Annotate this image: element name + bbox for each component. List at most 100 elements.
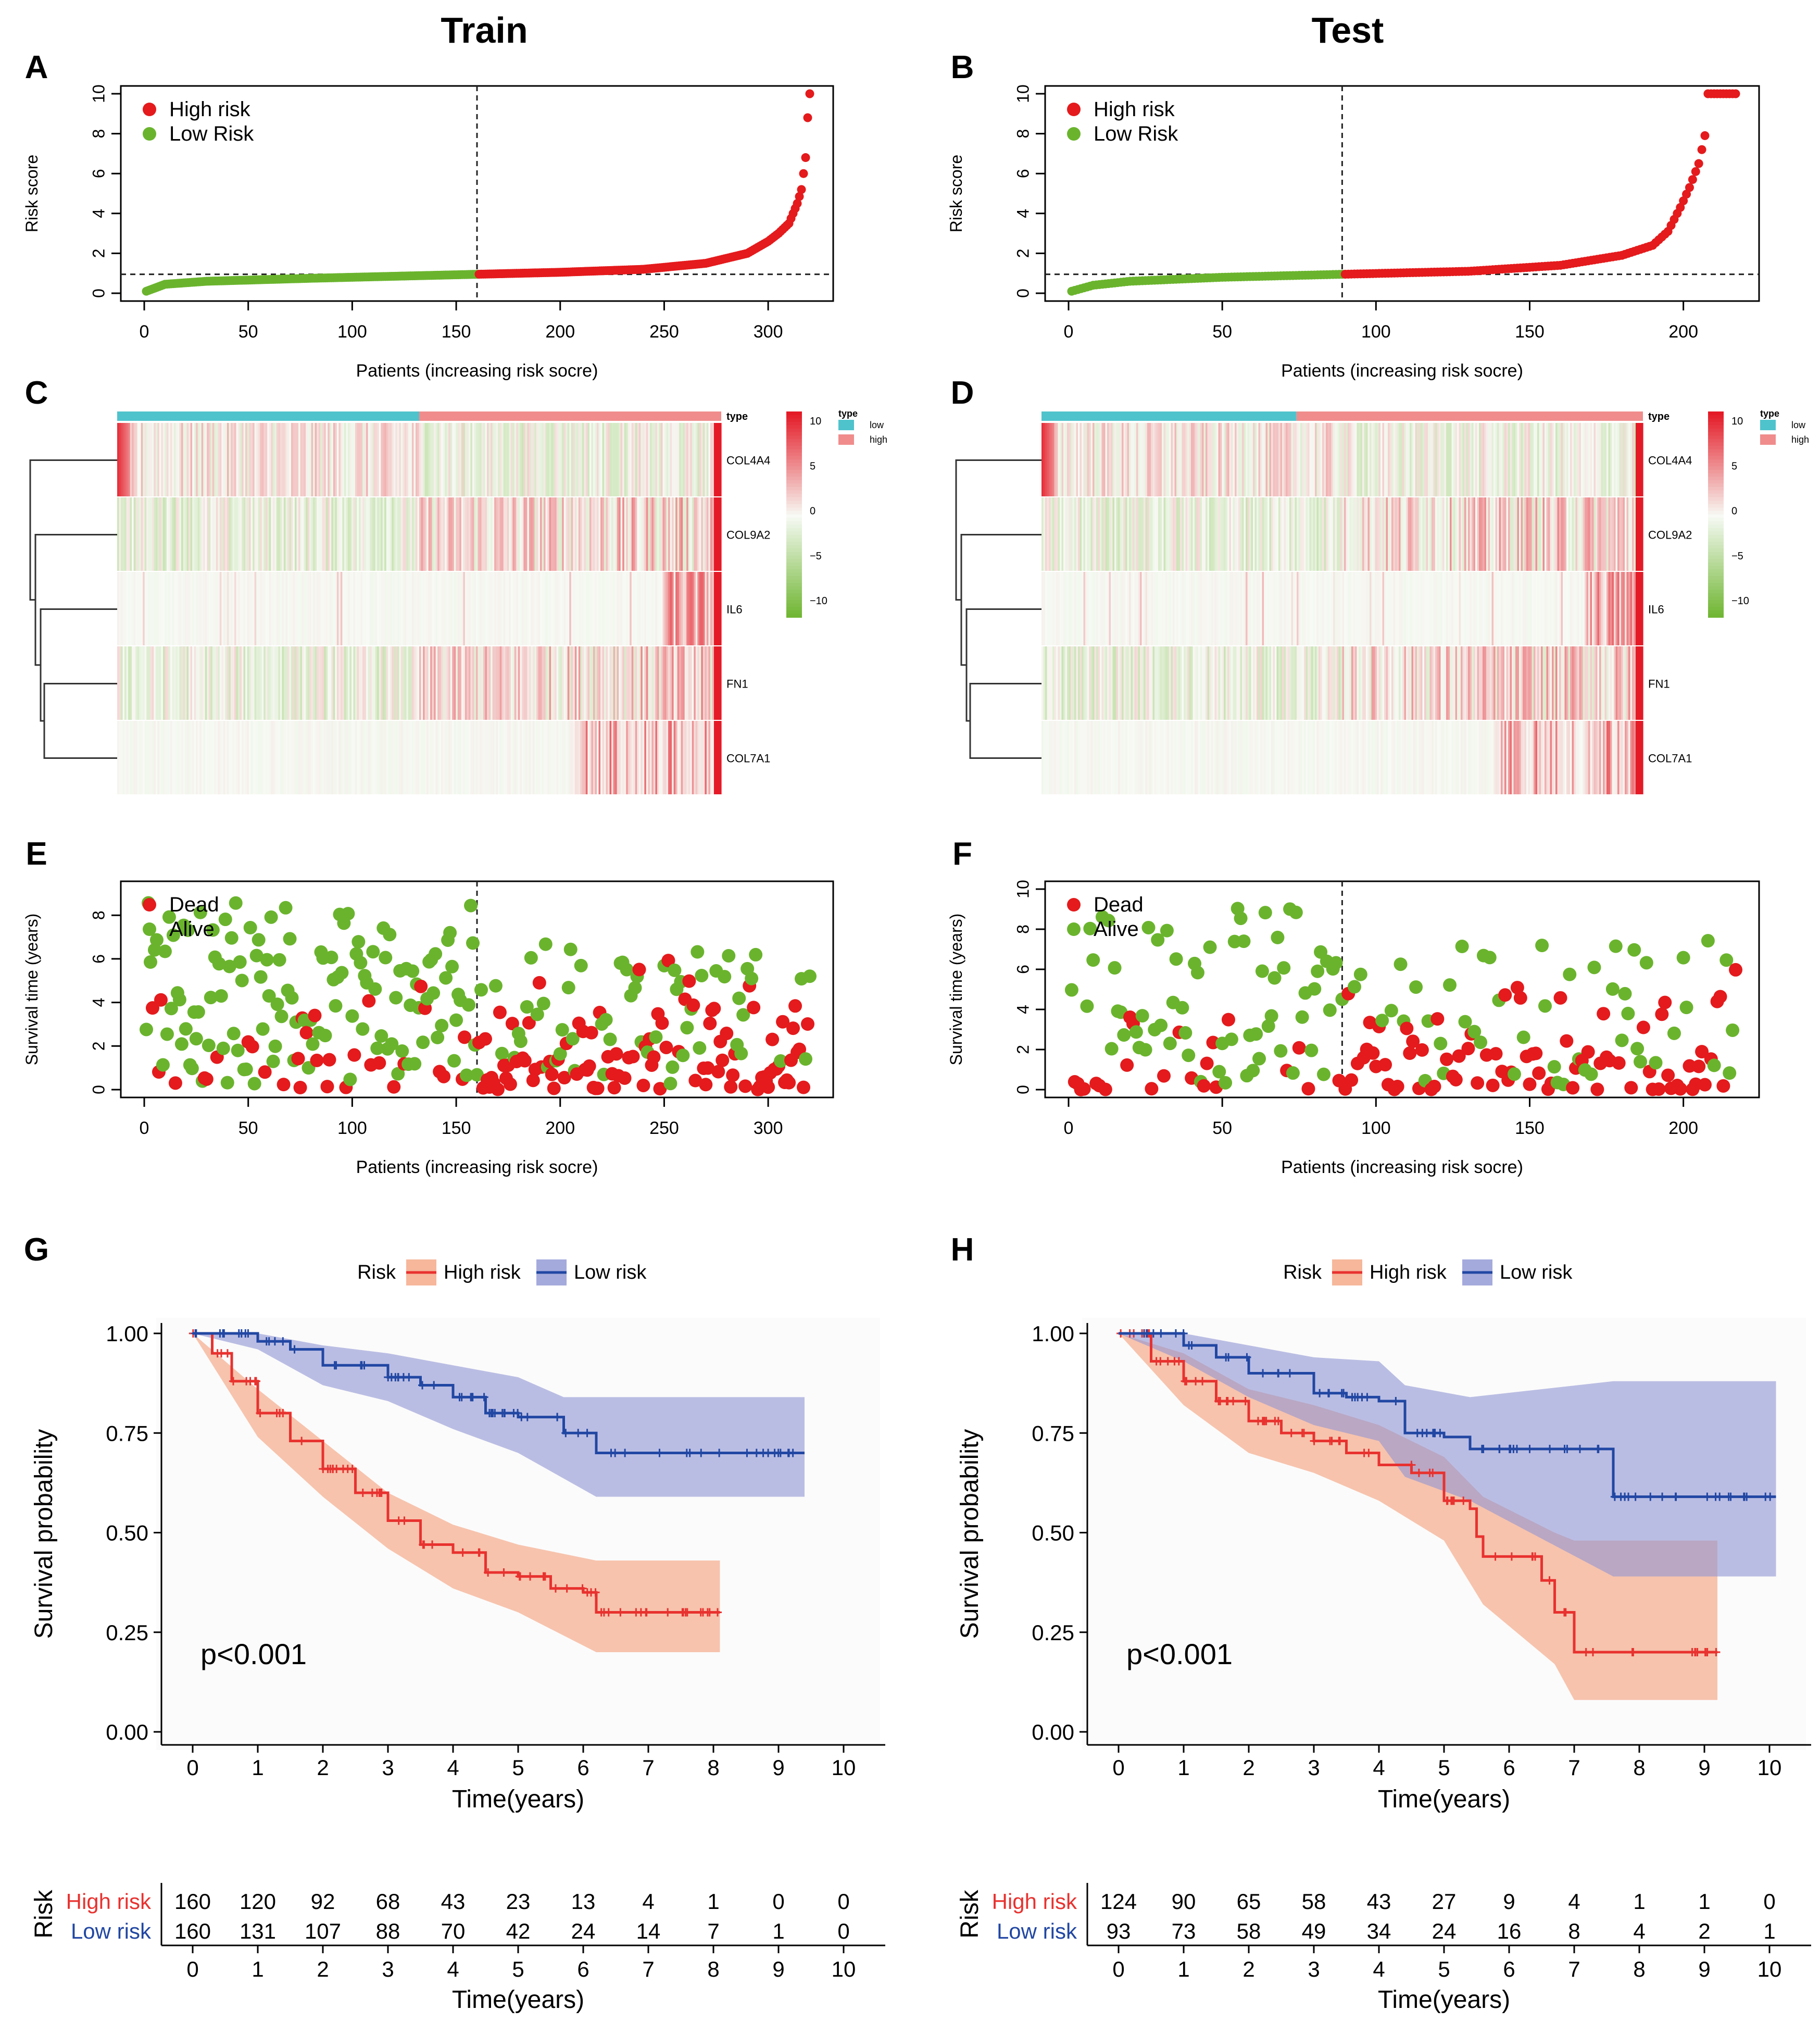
heatmap-cell	[487, 497, 489, 571]
heatmap-cell	[1114, 572, 1117, 645]
heatmap-cell	[615, 572, 618, 645]
color-scale-step	[1708, 501, 1724, 505]
censor-mark	[611, 1449, 620, 1457]
heatmap-cell	[1101, 721, 1104, 794]
heatmap-cell	[411, 721, 415, 794]
heatmap-cell	[1136, 497, 1139, 571]
heatmap-cell	[694, 423, 696, 496]
heatmap-cell	[1187, 497, 1190, 571]
heatmap-cell	[544, 572, 546, 645]
heatmap-cell	[1337, 423, 1339, 496]
color-scale-step	[1708, 600, 1724, 604]
heatmap-cell	[260, 572, 262, 645]
color-scale-step	[786, 528, 802, 532]
heatmap-cell	[353, 646, 356, 720]
type-legend-swatch	[838, 420, 854, 430]
censor-mark	[223, 1349, 232, 1358]
heatmap-cell	[1357, 572, 1359, 645]
heatmap-cell	[328, 423, 330, 496]
heatmap-cell	[1486, 572, 1489, 645]
x-tick-label: 250	[649, 1118, 679, 1138]
heatmap-cell	[602, 646, 605, 720]
heatmap-cell	[1291, 721, 1294, 794]
heatmap-cell	[1532, 572, 1534, 645]
heatmap-cell	[507, 572, 509, 645]
alive-point	[395, 1044, 409, 1058]
censor-mark	[678, 1608, 687, 1617]
heatmap-cell	[1470, 721, 1472, 794]
heatmap-cell	[443, 646, 445, 720]
heatmap-cell	[1488, 646, 1490, 720]
heatmap-cell	[686, 721, 689, 794]
heatmap-cell	[1397, 572, 1399, 645]
heatmap-cell	[1063, 423, 1066, 496]
heatmap-cell	[1158, 572, 1161, 645]
x-tick-label: 6	[577, 1755, 589, 1780]
heatmap-cell	[1264, 646, 1266, 720]
heatmap-cell	[606, 572, 608, 645]
heatmap-cell	[1375, 497, 1377, 571]
heatmap-cell	[1233, 423, 1235, 496]
heatmap-cell	[459, 423, 462, 496]
heatmap-cell	[1165, 423, 1168, 496]
heatmap-cell	[121, 646, 123, 720]
heatmap-cell	[1568, 572, 1571, 645]
dead-point	[277, 1078, 291, 1092]
heatmap-cell	[154, 721, 156, 794]
heatmap-cell	[1287, 497, 1290, 571]
heatmap-cell	[499, 497, 502, 571]
heatmap-cell	[637, 646, 639, 720]
heatmap-cell	[1395, 721, 1398, 794]
heatmap-cell	[553, 646, 555, 720]
heatmap-cell	[1149, 646, 1151, 720]
heatmap-cell	[635, 497, 637, 571]
heatmap-cell	[1258, 497, 1261, 571]
heatmap-cell	[1585, 423, 1587, 496]
heatmap-cell	[1519, 721, 1522, 794]
color-scale-step	[1708, 593, 1724, 597]
gene-label: COL4A4	[726, 454, 770, 467]
heatmap-cell	[400, 572, 403, 645]
heatmap-cell	[1557, 646, 1560, 720]
heatmap-cell	[1439, 721, 1441, 794]
heatmap-cell	[683, 721, 685, 794]
heatmap-cell	[1233, 497, 1235, 571]
heatmap-cell	[1367, 572, 1370, 645]
color-scale-step	[786, 501, 802, 505]
heatmap-cell	[166, 572, 169, 645]
panel-label-E: E	[26, 836, 47, 872]
heatmap-cell	[141, 423, 143, 496]
censor-mark	[551, 1584, 560, 1593]
heatmap-cell	[1535, 572, 1538, 645]
heatmap-cell	[1512, 721, 1514, 794]
heatmap-cell	[192, 721, 195, 794]
heatmap-cell	[300, 423, 303, 496]
heatmap-cell	[166, 646, 169, 720]
heatmap-cell	[637, 497, 639, 571]
heatmap-cell	[1537, 423, 1540, 496]
heatmap-cell	[510, 497, 513, 571]
heatmap-cell	[1225, 497, 1228, 571]
y-tick-label: 0.75	[106, 1421, 148, 1445]
color-scale-step	[786, 535, 802, 539]
heatmap-cell	[1435, 646, 1438, 720]
heatmap-cell	[576, 646, 579, 720]
heatmap-cell	[1480, 423, 1483, 496]
heatmap-cell	[611, 423, 614, 496]
color-scale-step	[1708, 421, 1724, 426]
heatmap-cell	[1043, 646, 1046, 720]
color-scale-step	[1708, 477, 1724, 481]
heatmap-cell	[1448, 423, 1450, 496]
color-scale-step	[786, 442, 802, 446]
heatmap-cell	[1165, 572, 1168, 645]
heatmap-cell	[441, 423, 444, 496]
heatmap-cell	[1114, 721, 1117, 794]
heatmap-cell	[445, 423, 447, 496]
heatmap-cell	[598, 423, 601, 496]
heatmap-cell	[1555, 423, 1558, 496]
heatmap-cell	[1072, 572, 1075, 645]
heatmap-cell	[520, 646, 522, 720]
heatmap-cell	[306, 721, 308, 794]
color-scale-step	[786, 525, 802, 529]
heatmap-cell	[1163, 497, 1166, 571]
